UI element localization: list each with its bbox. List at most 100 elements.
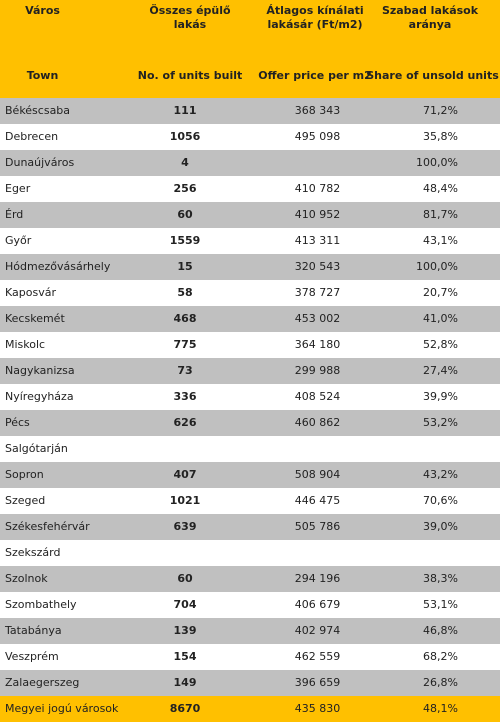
city: Győr bbox=[5, 234, 32, 247]
city: Érd bbox=[5, 208, 24, 221]
city: Veszprém bbox=[5, 650, 59, 663]
units-built: 256 bbox=[173, 182, 197, 195]
offer-price: 410 782 bbox=[294, 182, 341, 195]
city: Megyei jogú városok bbox=[5, 702, 119, 715]
unsold-share: 71,2% bbox=[423, 104, 458, 117]
offer-price: 435 830 bbox=[294, 702, 341, 715]
table-row: Szeged 1021 446 475 70,6% bbox=[0, 488, 500, 514]
units-built: 154 bbox=[173, 650, 197, 663]
city: Zalaegerszeg bbox=[5, 676, 80, 689]
table-row: Győr 1559 413 311 43,1% bbox=[0, 228, 500, 254]
unsold-share: 35,8% bbox=[423, 130, 458, 143]
unsold-share: 70,6% bbox=[423, 494, 458, 507]
table-row: Tatabánya 139 402 974 46,8% bbox=[0, 618, 500, 644]
offer-price: 413 311 bbox=[294, 234, 341, 247]
table-row: Pécs 626 460 862 53,2% bbox=[0, 410, 500, 436]
total-row: Megyei jogú városok 8670 435 830 48,1% bbox=[0, 696, 500, 722]
header-en: No. of units built bbox=[137, 69, 243, 82]
unsold-share: 39,0% bbox=[423, 520, 458, 533]
table-row: Zalaegerszeg 149 396 659 26,8% bbox=[0, 670, 500, 696]
offer-price: 462 559 bbox=[294, 650, 341, 663]
offer-price: 396 659 bbox=[294, 676, 341, 689]
city: Székesfehérvár bbox=[5, 520, 90, 533]
city: Tatabánya bbox=[5, 624, 62, 637]
units-built: 704 bbox=[173, 598, 197, 611]
table-row: Székesfehérvár 639 505 786 39,0% bbox=[0, 514, 500, 540]
table-row: Szombathely 704 406 679 53,1% bbox=[0, 592, 500, 618]
city: Kaposvár bbox=[5, 286, 56, 299]
header-hu: Átlagos kínálati lakásár (Ft/m2) bbox=[266, 4, 364, 31]
units-built: 111 bbox=[173, 104, 197, 117]
table-row: Érd 60 410 952 81,7% bbox=[0, 202, 500, 228]
unsold-share: 100,0% bbox=[416, 260, 458, 273]
units-built: 15 bbox=[177, 260, 193, 273]
city: Kecskemét bbox=[5, 312, 65, 325]
units-built: 639 bbox=[173, 520, 197, 533]
city: Debrecen bbox=[5, 130, 59, 143]
unsold-share: 53,1% bbox=[423, 598, 458, 611]
offer-price: 406 679 bbox=[294, 598, 341, 611]
units-built: 468 bbox=[173, 312, 197, 325]
unsold-share: 53,2% bbox=[423, 416, 458, 429]
offer-price: 505 786 bbox=[294, 520, 341, 533]
offer-price: 402 974 bbox=[294, 624, 341, 637]
table-row: Nagykanizsa 73 299 988 27,4% bbox=[0, 358, 500, 384]
table-row: Salgótarján bbox=[0, 436, 500, 462]
unsold-share: 52,8% bbox=[423, 338, 458, 351]
offer-price: 453 002 bbox=[294, 312, 341, 325]
unsold-share: 48,4% bbox=[423, 182, 458, 195]
table-row: Kaposvár 58 378 727 20,7% bbox=[0, 280, 500, 306]
header-hu: Szabad lakások aránya bbox=[381, 4, 479, 31]
unsold-share: 26,8% bbox=[423, 676, 458, 689]
city: Szombathely bbox=[5, 598, 77, 611]
units-built: 149 bbox=[173, 676, 197, 689]
offer-price: 320 543 bbox=[294, 260, 341, 273]
city: Eger bbox=[5, 182, 31, 195]
offer-price: 294 196 bbox=[294, 572, 341, 585]
units-built: 336 bbox=[173, 390, 197, 403]
table-row: Nyíregyháza 336 408 524 39,9% bbox=[0, 384, 500, 410]
table-row: Szekszárd bbox=[0, 540, 500, 566]
header-en: Share of unsold units bbox=[366, 69, 499, 82]
table-row: Dunaújváros 4 100,0% bbox=[0, 150, 500, 176]
unsold-share: 39,9% bbox=[423, 390, 458, 403]
table-row: Miskolc 775 364 180 52,8% bbox=[0, 332, 500, 358]
offer-price: 495 098 bbox=[294, 130, 341, 143]
offer-price: 410 952 bbox=[294, 208, 341, 221]
unsold-share: 43,2% bbox=[423, 468, 458, 481]
header-hu: Város bbox=[25, 4, 60, 17]
table-row: Debrecen 1056 495 098 35,8% bbox=[0, 124, 500, 150]
units-built: 775 bbox=[173, 338, 197, 351]
units-built: 60 bbox=[177, 572, 193, 585]
offer-price: 299 988 bbox=[294, 364, 341, 377]
unsold-share: 46,8% bbox=[423, 624, 458, 637]
city: Hódmezővásárhely bbox=[5, 260, 111, 273]
header-en: Town bbox=[26, 69, 59, 82]
city: Békéscsaba bbox=[5, 104, 71, 117]
table-row: Békéscsaba 111 368 343 71,2% bbox=[0, 98, 500, 124]
units-built: 1559 bbox=[169, 234, 201, 247]
units-built: 60 bbox=[177, 208, 193, 221]
offer-price: 508 904 bbox=[294, 468, 341, 481]
table-row: Eger 256 410 782 48,4% bbox=[0, 176, 500, 202]
city: Nyíregyháza bbox=[5, 390, 74, 403]
offer-price: 364 180 bbox=[294, 338, 341, 351]
offer-price: 368 343 bbox=[294, 104, 341, 117]
city: Nagykanizsa bbox=[5, 364, 75, 377]
units-built: 1056 bbox=[169, 130, 201, 143]
offer-price: 378 727 bbox=[294, 286, 341, 299]
offer-price: 408 524 bbox=[294, 390, 341, 403]
table-header: Város Összes épülő lakás Átlagos kínálati … bbox=[0, 0, 500, 98]
unsold-share: 48,1% bbox=[423, 702, 458, 715]
city: Szeged bbox=[5, 494, 46, 507]
city: Pécs bbox=[5, 416, 30, 429]
city: Dunaújváros bbox=[5, 156, 75, 169]
units-built: 58 bbox=[177, 286, 193, 299]
units-built: 4 bbox=[181, 156, 189, 169]
offer-price: 460 862 bbox=[294, 416, 341, 429]
unsold-share: 20,7% bbox=[423, 286, 458, 299]
city: Szekszárd bbox=[5, 546, 61, 559]
units-built: 1021 bbox=[169, 494, 201, 507]
unsold-share: 38,3% bbox=[423, 572, 458, 585]
